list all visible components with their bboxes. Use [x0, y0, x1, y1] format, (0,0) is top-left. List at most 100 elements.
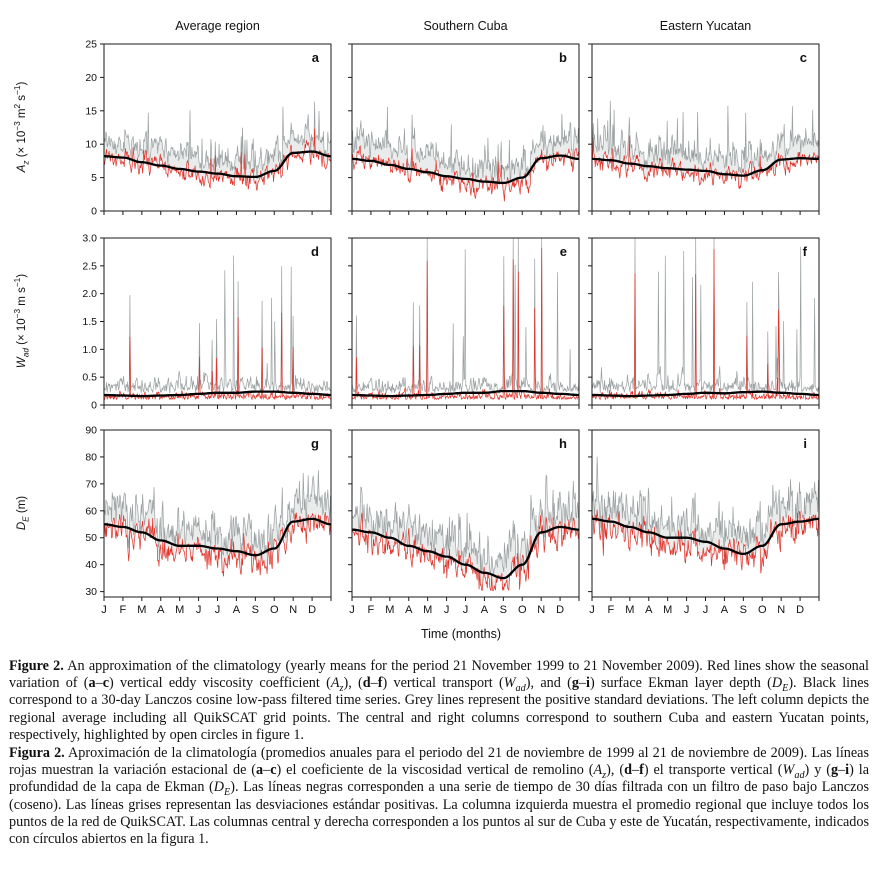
- red-seasonal-line-i: [591, 509, 820, 574]
- month-tick-label: A: [405, 604, 413, 616]
- month-tick-label: A: [233, 604, 241, 616]
- y-tick-label: 0: [91, 206, 97, 218]
- y-tick-label: 20: [85, 72, 97, 84]
- month-tick-label: F: [608, 604, 615, 616]
- month-tick-label: J: [215, 604, 221, 616]
- month-tick-label: D: [796, 604, 804, 616]
- panel-letter-c: c: [800, 50, 807, 65]
- panel-letter-f: f: [803, 244, 808, 259]
- y-tick-label: 60: [85, 505, 97, 517]
- grey-std-line-a: [103, 101, 332, 180]
- black-filtered-line-d: [104, 390, 331, 398]
- y-tick-label: 50: [85, 532, 97, 544]
- black-filtered-line-a: [104, 150, 331, 179]
- grey-std-line-e: [351, 237, 580, 395]
- month-tick-label: M: [625, 604, 634, 616]
- month-tick-label: J: [196, 604, 202, 616]
- month-tick-label: O: [270, 604, 279, 616]
- std-band-g: [104, 470, 331, 577]
- month-tick-label: N: [777, 604, 785, 616]
- std-band-a: [104, 101, 331, 191]
- std-band-b: [352, 106, 579, 202]
- grey-std-line-i: [591, 456, 820, 557]
- y-tick-label: 15: [85, 105, 97, 117]
- month-tick-label: D: [556, 604, 564, 616]
- panel-letter-g: g: [311, 436, 319, 451]
- grey-std-line-c: [591, 100, 820, 173]
- y-tick-label: 90: [85, 425, 97, 437]
- y-tick-label: 3.0: [82, 233, 97, 245]
- red-seasonal-line-c: [591, 135, 820, 190]
- red-seasonal-line-d: [103, 312, 331, 401]
- grey-std-line-d: [103, 255, 332, 394]
- month-tick-label: S: [252, 604, 259, 616]
- y-tick-label: 2.5: [82, 260, 97, 272]
- red-seasonal-line-f: [591, 249, 820, 401]
- figure-caption: Figure 2. An approximation of the climat…: [0, 652, 878, 849]
- black-filtered-line-h: [352, 525, 579, 580]
- grey-std-line-b: [351, 106, 580, 184]
- y-tick-label: 25: [85, 39, 97, 51]
- panel-letter-e: e: [560, 244, 567, 259]
- month-tick-label: J: [444, 604, 450, 616]
- std-band-i: [592, 456, 819, 574]
- grey-std-line-f: [591, 237, 820, 394]
- red-seasonal-line-h: [351, 512, 580, 591]
- panel-letter-a: a: [312, 50, 320, 65]
- month-tick-label: A: [481, 604, 489, 616]
- month-tick-label: D: [308, 604, 316, 616]
- month-tick-label: J: [589, 604, 595, 616]
- month-tick-label: F: [120, 604, 127, 616]
- month-tick-label: A: [157, 604, 165, 616]
- month-tick-label: M: [175, 604, 184, 616]
- y-tick-label: 0: [91, 400, 97, 412]
- grey-std-line-g: [103, 470, 332, 556]
- red-seasonal-line-b: [351, 144, 580, 202]
- month-tick-label: A: [721, 604, 729, 616]
- y-tick-label: 1.5: [82, 316, 97, 328]
- y-tick-label: 5: [91, 172, 97, 184]
- panel-letter-h: h: [559, 436, 567, 451]
- caption-spanish: Figura 2. Aproximación de la climatologí…: [9, 745, 869, 848]
- month-tick-label: N: [537, 604, 545, 616]
- month-tick-label: A: [645, 604, 653, 616]
- panel-letter-b: b: [559, 50, 567, 65]
- red-seasonal-line-g: [103, 511, 332, 577]
- caption-english: Figure 2. An approximation of the climat…: [9, 658, 870, 743]
- black-filtered-line-e: [352, 389, 579, 398]
- month-tick-label: M: [137, 604, 146, 616]
- month-tick-label: S: [740, 604, 747, 616]
- y-tick-label: 10: [85, 139, 97, 151]
- y-tick-label: 40: [85, 559, 97, 571]
- y-tick-label: 2.0: [82, 288, 97, 300]
- black-filtered-line-g: [104, 517, 331, 557]
- figure-2-panel-grid: Average region Southern Cuba Eastern Yucat…: [82, 19, 820, 641]
- month-tick-label: J: [349, 604, 355, 616]
- month-tick-label: O: [518, 604, 527, 616]
- panel-frame-a: [103, 43, 332, 212]
- grey-std-line-h: [351, 474, 580, 577]
- y-tick-label: 1.0: [82, 344, 97, 356]
- panel-letter-i: i: [803, 436, 807, 451]
- month-tick-label: J: [684, 604, 690, 616]
- month-tick-label: M: [423, 604, 432, 616]
- month-tick-label: N: [289, 604, 297, 616]
- black-filtered-line-f: [592, 390, 819, 398]
- y-axis-label-wad: Wad (× 10−3 m s−1): [13, 273, 31, 369]
- month-tick-label: F: [368, 604, 375, 616]
- month-tick-label: S: [500, 604, 507, 616]
- month-tick-label: J: [101, 604, 107, 616]
- panel-frame-f: [591, 237, 820, 406]
- month-tick-label: M: [663, 604, 672, 616]
- month-tick-label: M: [385, 604, 394, 616]
- column-title: Eastern Yucatan: [660, 19, 752, 33]
- month-tick-label: J: [703, 604, 709, 616]
- month-tick-label: O: [758, 604, 767, 616]
- black-filtered-line-b: [352, 154, 579, 185]
- panel-frame-c: [591, 43, 820, 212]
- panel-letter-d: d: [311, 244, 319, 259]
- y-tick-label: 70: [85, 478, 97, 490]
- black-filtered-line-i: [592, 517, 819, 556]
- column-title: Southern Cuba: [423, 19, 507, 33]
